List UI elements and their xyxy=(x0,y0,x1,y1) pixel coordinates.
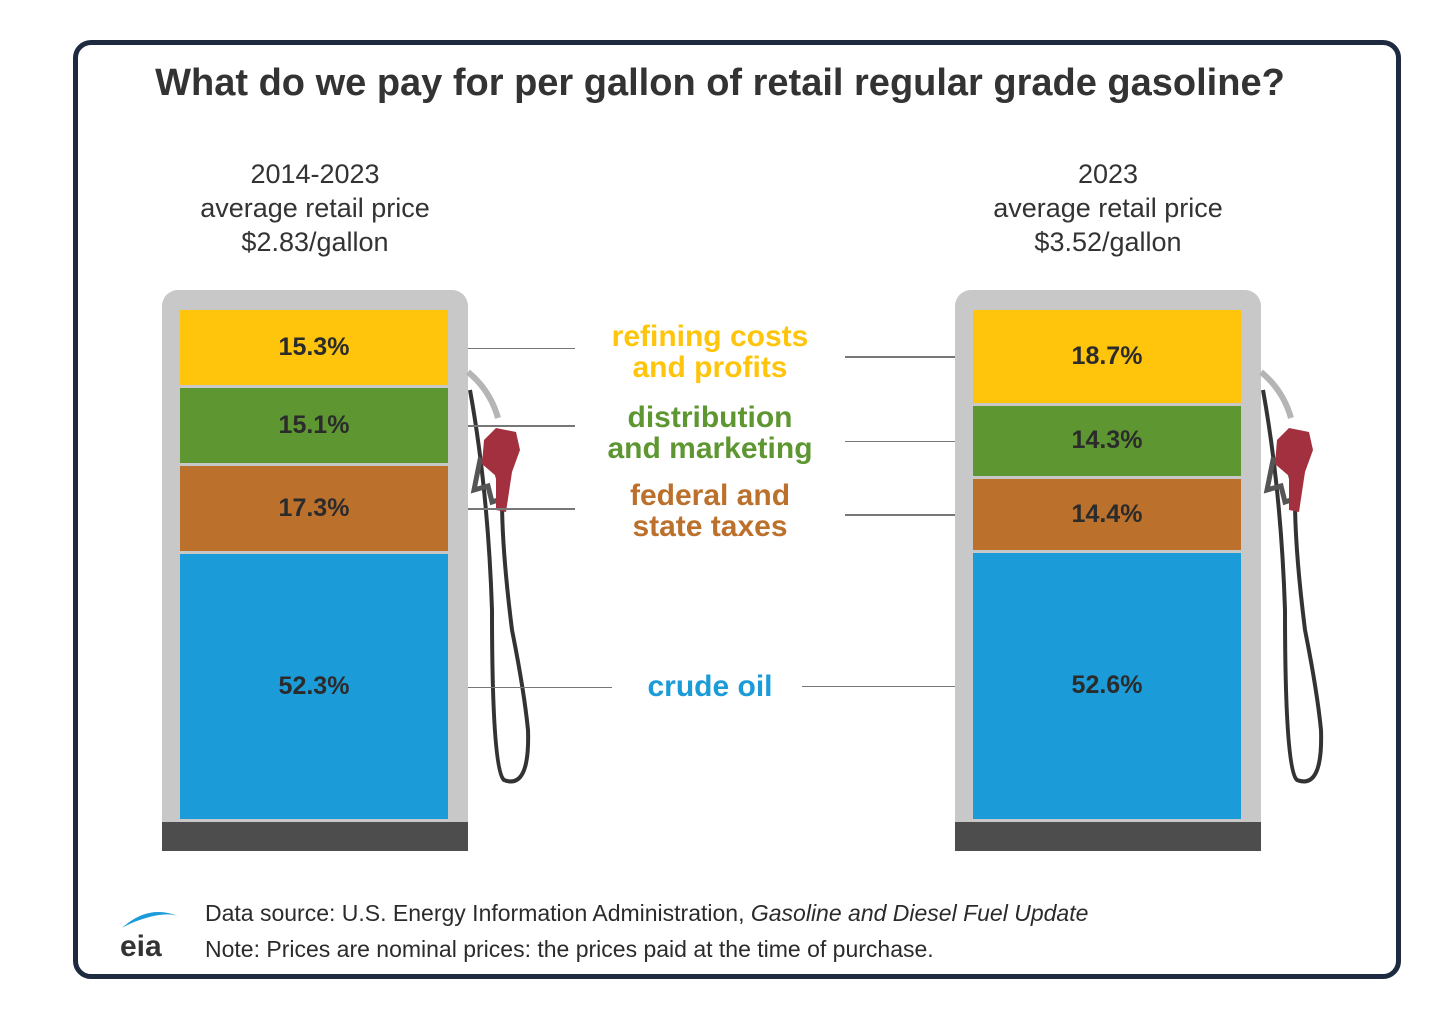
bar-segment-crude-oil: 52.6% xyxy=(973,552,1241,819)
left-period: 2014-2023 xyxy=(250,159,380,189)
bar-segment-crude-oil: 52.3% xyxy=(180,554,448,819)
fuel-nozzle-icon xyxy=(466,369,531,784)
bar-segment-distribution-and-marketing: 15.1% xyxy=(180,388,448,463)
right-subtitle: average retail price xyxy=(993,193,1223,223)
data-label: 52.3% xyxy=(278,672,350,701)
legend-label-refining-costs-and-profits: refining costs and profits xyxy=(611,320,809,385)
data-label: 18.7% xyxy=(1071,341,1143,370)
pump-base xyxy=(162,822,468,851)
data-source: Data source: U.S. Energy Information Adm… xyxy=(205,900,1088,927)
note: Note: Prices are nominal prices: the pri… xyxy=(205,936,934,962)
pump-base xyxy=(955,822,1261,851)
source-prefix: Data source: U.S. Energy Information Adm… xyxy=(205,900,751,926)
leader-line xyxy=(468,686,612,689)
data-label: 14.3% xyxy=(1071,426,1143,455)
data-label: 14.4% xyxy=(1071,499,1143,528)
eia-logo: eia xyxy=(118,908,182,965)
right-price: $3.52/gallon xyxy=(1034,227,1182,257)
left-subtitle: average retail price xyxy=(200,193,430,223)
left-gas-pump: 15.3% 15.1% 17.3% 52.3% xyxy=(162,290,531,851)
left-column-header: 2014-2023 average retail price $2.83/gal… xyxy=(145,157,485,259)
left-price: $2.83/gallon xyxy=(241,227,389,257)
source-title: Gasoline and Diesel Fuel Update xyxy=(750,900,1089,926)
bar-segment-refining-costs-and-profits: 15.3% xyxy=(180,310,448,386)
svg-text:eia: eia xyxy=(120,930,162,960)
fuel-nozzle-icon xyxy=(1259,369,1324,784)
leader-line xyxy=(468,508,575,510)
leader-line xyxy=(845,440,955,443)
leader-line xyxy=(845,356,955,358)
data-label: 17.3% xyxy=(278,493,350,522)
right-gas-pump: 18.7% 14.3% 14.4% 52.6% xyxy=(955,290,1324,851)
data-label: 15.1% xyxy=(278,410,350,439)
leader-line xyxy=(468,347,575,350)
leader-line xyxy=(468,425,575,427)
legend-label-federal-and-state-taxes: federal and state taxes xyxy=(629,479,791,544)
data-label: 52.6% xyxy=(1071,671,1143,700)
legend-label-crude-oil: crude oil xyxy=(647,669,773,703)
right-period: 2023 xyxy=(1077,159,1139,189)
bar-segment-distribution-and-marketing: 14.3% xyxy=(973,405,1241,476)
leader-line xyxy=(802,685,955,688)
infographic-frame xyxy=(73,40,1401,979)
bar-segment-refining-costs-and-profits: 18.7% xyxy=(973,310,1241,403)
data-label: 15.3% xyxy=(278,333,350,362)
bar-segment-federal-and-state-taxes: 17.3% xyxy=(180,465,448,552)
chart-title: What do we pay for per gallon of retail … xyxy=(155,62,1285,104)
bar-segment-federal-and-state-taxes: 14.4% xyxy=(973,478,1241,550)
right-column-header: 2023 average retail price $3.52/gallon xyxy=(938,157,1278,259)
leader-line xyxy=(845,514,955,516)
legend-label-distribution-and-marketing: distribution and marketing xyxy=(607,401,813,466)
